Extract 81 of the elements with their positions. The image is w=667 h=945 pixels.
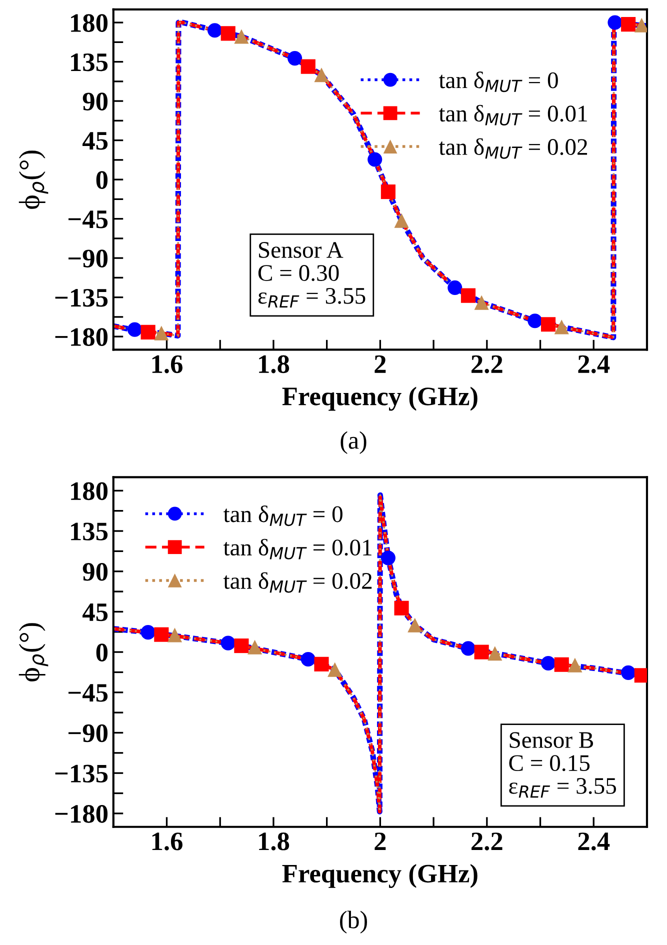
- x-tick-label: 2.2: [472, 355, 502, 374]
- x-tick-label: 1.6: [152, 832, 182, 850]
- y-tick-label: 45: [82, 603, 108, 622]
- text: (b): [340, 910, 367, 934]
- point: [460, 288, 476, 303]
- point: [220, 636, 236, 650]
- y-tick-label: 45: [82, 132, 108, 150]
- y-tick-label: −135: [55, 288, 108, 307]
- point: [554, 657, 569, 672]
- text: (a): [340, 431, 366, 454]
- x-tick-label: 1.8: [259, 832, 290, 850]
- annotation: Sensor B C = 0.15 ε$_{REF}$ = 3.55: [509, 732, 616, 798]
- point: [394, 213, 409, 228]
- x-tick-label: 1.6: [152, 355, 182, 374]
- point: [394, 600, 409, 616]
- point: [328, 662, 342, 677]
- y-tick-label: −180: [55, 328, 108, 346]
- point: [474, 295, 489, 310]
- y-tick-label: 90: [82, 92, 108, 110]
- x-tick-label: 2: [374, 832, 386, 850]
- legend-label: tan δ$_{MUT}$ = 0: [438, 72, 558, 92]
- point: [167, 628, 182, 642]
- y-tick-label: −90: [68, 250, 108, 268]
- point: [540, 317, 556, 332]
- point: [220, 26, 236, 41]
- y-tick-label: 90: [82, 562, 108, 581]
- legend-label: tan δ$_{MUT}$ = 0: [223, 505, 342, 526]
- annotation: Sensor A C = 0.30 ε$_{REF}$ = 3.55: [258, 242, 366, 308]
- x-tick-label: 2: [374, 355, 386, 373]
- point: [248, 640, 262, 654]
- x-tick-label: 2.2: [472, 832, 502, 850]
- y-tick-label: 0: [96, 644, 108, 662]
- y-tick-label: −90: [68, 724, 108, 742]
- y-tick-label: −45: [68, 210, 108, 228]
- y-tick-label: −45: [68, 684, 108, 702]
- point: [368, 152, 382, 167]
- point: [300, 59, 316, 74]
- legend-label: tan δ$_{MUT}$ = 0.01: [438, 104, 587, 126]
- point: [154, 627, 169, 642]
- y-axis-title: ϕ$_{ρ}$(°): [18, 150, 48, 209]
- point: [314, 68, 329, 82]
- point: [474, 644, 489, 660]
- legend-label: tan δ$_{MUT}$ = 0.02: [438, 138, 588, 159]
- x-axis-title: Frequency (GHz): [282, 386, 478, 411]
- y-tick-label: −180: [55, 805, 108, 823]
- point: [568, 658, 582, 672]
- legend-label: tan δ$_{MUT}$ = 0.01: [223, 538, 372, 560]
- point: [408, 618, 422, 632]
- point: [460, 641, 476, 656]
- point: [621, 16, 636, 32]
- point: [554, 320, 569, 334]
- x-tick-label: 1.8: [259, 355, 290, 374]
- point: [448, 280, 462, 295]
- point: [140, 324, 156, 340]
- point: [234, 638, 249, 654]
- point: [154, 326, 169, 340]
- point: [528, 314, 542, 328]
- x-tick-label: 2.4: [578, 832, 610, 850]
- point: [314, 656, 329, 672]
- y-tick-label: 0: [96, 171, 108, 189]
- point: [140, 625, 156, 640]
- point: [380, 550, 396, 566]
- point: [127, 322, 142, 337]
- point: [488, 646, 502, 661]
- point: [621, 665, 636, 680]
- point: [288, 51, 302, 66]
- y-tick-label: 135: [71, 53, 108, 72]
- point: [540, 656, 556, 671]
- x-tick-label: 2.4: [578, 355, 610, 374]
- point: [608, 15, 622, 30]
- y-axis-title: ϕ$_{ρ}$(°): [18, 623, 48, 682]
- y-tick-label: 135: [71, 522, 108, 540]
- legend-label: tan δ$_{MUT}$ = 0.02: [223, 572, 372, 593]
- point: [234, 29, 249, 44]
- y-tick-label: 180: [71, 14, 108, 32]
- point: [380, 184, 396, 200]
- y-tick-label: 180: [71, 482, 108, 500]
- point: [300, 652, 316, 667]
- point: [207, 23, 222, 38]
- x-axis-title: Frequency (GHz): [282, 864, 478, 888]
- y-tick-label: −135: [55, 764, 108, 782]
